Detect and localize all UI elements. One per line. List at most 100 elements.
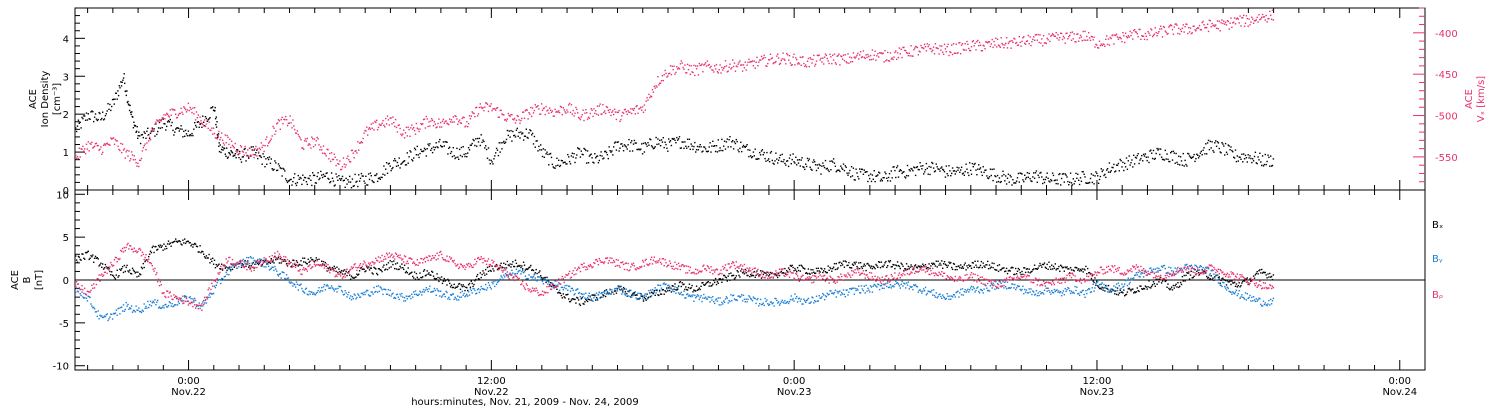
density-point — [1029, 173, 1030, 174]
b-field-point — [457, 296, 458, 297]
b-field-point — [434, 288, 435, 289]
density-point — [1207, 142, 1208, 143]
b-field-point — [965, 269, 966, 270]
density-point — [1029, 178, 1030, 179]
velocity-point — [947, 46, 948, 47]
velocity-point — [1036, 34, 1037, 35]
b-field-point — [279, 262, 280, 263]
density-point — [927, 168, 928, 169]
b-field-point — [704, 285, 705, 286]
density-point — [573, 156, 574, 157]
b-field-point — [91, 256, 92, 257]
b-field-point — [625, 294, 626, 295]
b-field-point — [416, 273, 417, 274]
velocity-point — [627, 110, 628, 111]
density-point — [1107, 168, 1108, 169]
b-field-point — [583, 294, 584, 295]
density-point — [319, 178, 320, 179]
b-field-point — [699, 287, 700, 288]
density-point — [481, 142, 482, 143]
velocity-point — [1073, 38, 1074, 39]
velocity-point — [383, 125, 384, 126]
density-point — [935, 170, 936, 171]
b-field-point — [970, 265, 971, 266]
velocity-point — [1028, 35, 1029, 36]
density-point — [1093, 183, 1094, 184]
velocity-point — [694, 75, 695, 76]
b-field-point — [1227, 280, 1228, 281]
density-point — [692, 149, 693, 150]
b-field-point — [316, 257, 317, 258]
b-field-point — [541, 278, 542, 279]
b-field-point — [441, 296, 442, 297]
velocity-point — [528, 112, 529, 113]
b-field-point — [892, 266, 893, 267]
b-field-point — [530, 265, 531, 266]
velocity-point — [1216, 28, 1217, 29]
density-point — [235, 157, 236, 158]
b-field-point — [1175, 284, 1176, 285]
density-point — [630, 142, 631, 143]
velocity-point — [798, 62, 799, 63]
density-point — [1028, 177, 1029, 178]
density-point — [1045, 179, 1046, 180]
velocity-point — [837, 55, 838, 56]
velocity-point — [220, 137, 221, 138]
velocity-point — [691, 65, 692, 66]
density-point — [1204, 153, 1205, 154]
b-field-point — [865, 270, 866, 271]
density-point — [791, 163, 792, 164]
b-field-point — [1041, 267, 1042, 268]
b-field-point — [593, 297, 594, 298]
density-point — [1202, 150, 1203, 151]
velocity-point — [1115, 35, 1116, 36]
velocity-point — [1063, 36, 1064, 37]
b-field-point — [485, 284, 486, 285]
b-field-point — [1166, 280, 1167, 281]
b-field-point — [478, 288, 479, 289]
density-point — [650, 139, 651, 140]
b-field-point — [89, 258, 90, 259]
velocity-point — [580, 119, 581, 120]
b-field-point — [433, 291, 434, 292]
b-field-point — [860, 262, 861, 263]
density-point — [849, 170, 850, 171]
density-point — [955, 173, 956, 174]
b-field-point — [426, 287, 427, 288]
density-point — [944, 171, 945, 172]
velocity-point — [874, 51, 875, 52]
b-field-point — [738, 275, 739, 276]
density-point — [879, 172, 880, 173]
b-field-point — [889, 261, 890, 262]
velocity-point — [505, 119, 506, 120]
density-point — [126, 90, 127, 91]
density-point — [1117, 165, 1118, 166]
b-field-point — [570, 291, 571, 292]
b-field-point — [928, 263, 929, 264]
velocity-point — [1112, 34, 1113, 35]
b-field-point — [148, 256, 149, 257]
velocity-point — [667, 75, 668, 76]
density-point — [697, 146, 698, 147]
b-field-point — [911, 266, 912, 267]
velocity-point — [557, 112, 558, 113]
density-point — [202, 116, 203, 117]
b-field-point — [180, 241, 181, 242]
density-point — [370, 173, 371, 174]
density-point — [108, 109, 109, 110]
density-point — [804, 169, 805, 170]
b-field-point — [144, 308, 145, 309]
b-field-point — [988, 268, 989, 269]
density-point — [891, 170, 892, 171]
velocity-point — [290, 122, 291, 123]
b-field-point — [563, 289, 564, 290]
b-field-point — [1094, 277, 1095, 278]
b-field-point — [1095, 285, 1096, 286]
b-field-point — [275, 268, 276, 269]
density-point — [113, 99, 114, 100]
b-field-point — [533, 270, 534, 271]
velocity-point — [134, 155, 135, 156]
velocity-point — [478, 113, 479, 114]
velocity-point — [1166, 32, 1167, 33]
b-field-point — [1019, 269, 1020, 270]
